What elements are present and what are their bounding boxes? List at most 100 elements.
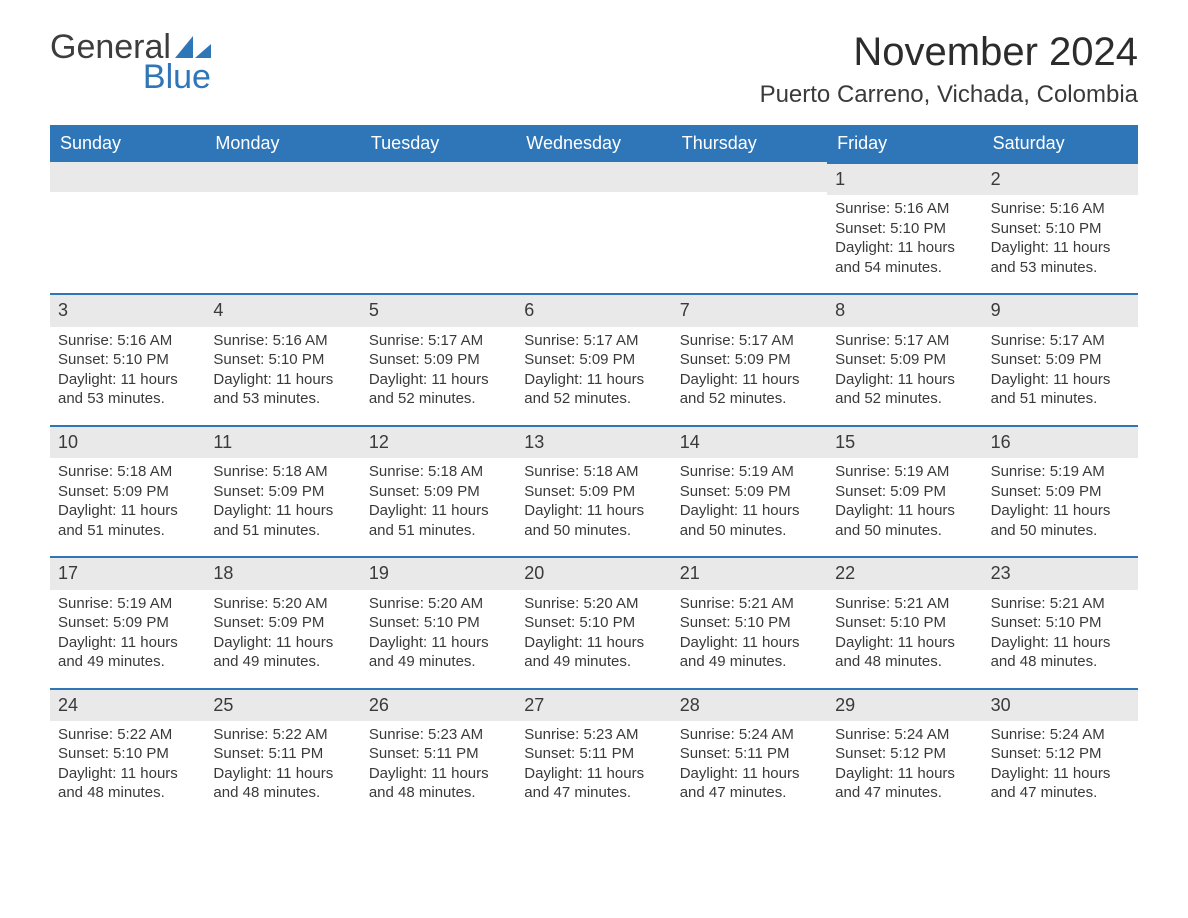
- sunrise-text: Sunrise: 5:16 AM: [835, 199, 974, 219]
- daylight-text: Daylight: 11 hours and 50 minutes.: [524, 501, 663, 540]
- day-body: Sunrise: 5:20 AMSunset: 5:09 PMDaylight:…: [205, 590, 360, 688]
- logo-sail-icon: [175, 36, 211, 58]
- daylight-text: Daylight: 11 hours and 49 minutes.: [369, 633, 508, 672]
- day-number: 29: [827, 688, 982, 721]
- day-cell: 3Sunrise: 5:16 AMSunset: 5:10 PMDaylight…: [50, 293, 205, 424]
- day-body: Sunrise: 5:18 AMSunset: 5:09 PMDaylight:…: [205, 458, 360, 556]
- day-number: 10: [50, 425, 205, 458]
- daylight-text: Daylight: 11 hours and 50 minutes.: [680, 501, 819, 540]
- day-body: Sunrise: 5:22 AMSunset: 5:10 PMDaylight:…: [50, 721, 205, 819]
- day-cell: 27Sunrise: 5:23 AMSunset: 5:11 PMDayligh…: [516, 688, 671, 819]
- calendar-grid: SundayMondayTuesdayWednesdayThursdayFrid…: [50, 125, 1138, 819]
- daylight-text: Daylight: 11 hours and 49 minutes.: [213, 633, 352, 672]
- day-number: 16: [983, 425, 1138, 458]
- sunset-text: Sunset: 5:09 PM: [213, 482, 352, 502]
- empty-cell: [205, 162, 360, 293]
- day-number: 5: [361, 293, 516, 326]
- sunrise-text: Sunrise: 5:24 AM: [835, 725, 974, 745]
- sunset-text: Sunset: 5:10 PM: [58, 744, 197, 764]
- sunrise-text: Sunrise: 5:19 AM: [680, 462, 819, 482]
- day-body: Sunrise: 5:19 AMSunset: 5:09 PMDaylight:…: [983, 458, 1138, 556]
- daylight-text: Daylight: 11 hours and 49 minutes.: [680, 633, 819, 672]
- day-cell: 4Sunrise: 5:16 AMSunset: 5:10 PMDaylight…: [205, 293, 360, 424]
- day-cell: 26Sunrise: 5:23 AMSunset: 5:11 PMDayligh…: [361, 688, 516, 819]
- day-body: Sunrise: 5:17 AMSunset: 5:09 PMDaylight:…: [983, 327, 1138, 425]
- title-block: November 2024 Puerto Carreno, Vichada, C…: [760, 30, 1138, 119]
- day-number: 27: [516, 688, 671, 721]
- empty-cell: [361, 162, 516, 293]
- day-body: Sunrise: 5:21 AMSunset: 5:10 PMDaylight:…: [983, 590, 1138, 688]
- sunrise-text: Sunrise: 5:19 AM: [991, 462, 1130, 482]
- location-text: Puerto Carreno, Vichada, Colombia: [760, 81, 1138, 109]
- day-of-week-header: Monday: [205, 125, 360, 162]
- sunrise-text: Sunrise: 5:20 AM: [369, 594, 508, 614]
- day-body: Sunrise: 5:17 AMSunset: 5:09 PMDaylight:…: [361, 327, 516, 425]
- empty-daynum-row: [516, 162, 671, 192]
- day-cell: 22Sunrise: 5:21 AMSunset: 5:10 PMDayligh…: [827, 556, 982, 687]
- day-of-week-header: Thursday: [672, 125, 827, 162]
- day-number: 11: [205, 425, 360, 458]
- daylight-text: Daylight: 11 hours and 51 minutes.: [369, 501, 508, 540]
- day-number: 6: [516, 293, 671, 326]
- sunset-text: Sunset: 5:10 PM: [680, 613, 819, 633]
- daylight-text: Daylight: 11 hours and 53 minutes.: [58, 370, 197, 409]
- sunrise-text: Sunrise: 5:16 AM: [58, 331, 197, 351]
- day-body: Sunrise: 5:21 AMSunset: 5:10 PMDaylight:…: [827, 590, 982, 688]
- sunrise-text: Sunrise: 5:22 AM: [213, 725, 352, 745]
- sunrise-text: Sunrise: 5:17 AM: [369, 331, 508, 351]
- sunset-text: Sunset: 5:09 PM: [524, 350, 663, 370]
- sunrise-text: Sunrise: 5:18 AM: [524, 462, 663, 482]
- empty-cell: [672, 162, 827, 293]
- sunset-text: Sunset: 5:12 PM: [835, 744, 974, 764]
- sunrise-text: Sunrise: 5:21 AM: [680, 594, 819, 614]
- day-of-week-header: Tuesday: [361, 125, 516, 162]
- day-body: Sunrise: 5:18 AMSunset: 5:09 PMDaylight:…: [516, 458, 671, 556]
- sunrise-text: Sunrise: 5:16 AM: [213, 331, 352, 351]
- day-body: Sunrise: 5:17 AMSunset: 5:09 PMDaylight:…: [827, 327, 982, 425]
- day-body: Sunrise: 5:18 AMSunset: 5:09 PMDaylight:…: [361, 458, 516, 556]
- day-body: Sunrise: 5:23 AMSunset: 5:11 PMDaylight:…: [516, 721, 671, 819]
- day-body: Sunrise: 5:20 AMSunset: 5:10 PMDaylight:…: [516, 590, 671, 688]
- day-body: Sunrise: 5:24 AMSunset: 5:12 PMDaylight:…: [827, 721, 982, 819]
- daylight-text: Daylight: 11 hours and 52 minutes.: [680, 370, 819, 409]
- sunrise-text: Sunrise: 5:20 AM: [213, 594, 352, 614]
- day-number: 17: [50, 556, 205, 589]
- daylight-text: Daylight: 11 hours and 53 minutes.: [213, 370, 352, 409]
- day-body: Sunrise: 5:18 AMSunset: 5:09 PMDaylight:…: [50, 458, 205, 556]
- day-cell: 28Sunrise: 5:24 AMSunset: 5:11 PMDayligh…: [672, 688, 827, 819]
- sunset-text: Sunset: 5:09 PM: [369, 482, 508, 502]
- day-cell: 13Sunrise: 5:18 AMSunset: 5:09 PMDayligh…: [516, 425, 671, 556]
- sunrise-text: Sunrise: 5:18 AM: [58, 462, 197, 482]
- day-number: 15: [827, 425, 982, 458]
- sunrise-text: Sunrise: 5:21 AM: [991, 594, 1130, 614]
- daylight-text: Daylight: 11 hours and 48 minutes.: [369, 764, 508, 803]
- day-cell: 21Sunrise: 5:21 AMSunset: 5:10 PMDayligh…: [672, 556, 827, 687]
- sunrise-text: Sunrise: 5:23 AM: [524, 725, 663, 745]
- day-of-week-header: Friday: [827, 125, 982, 162]
- day-number: 12: [361, 425, 516, 458]
- sunset-text: Sunset: 5:10 PM: [58, 350, 197, 370]
- logo: General Blue: [50, 30, 211, 94]
- daylight-text: Daylight: 11 hours and 52 minutes.: [524, 370, 663, 409]
- day-cell: 19Sunrise: 5:20 AMSunset: 5:10 PMDayligh…: [361, 556, 516, 687]
- day-body: Sunrise: 5:17 AMSunset: 5:09 PMDaylight:…: [516, 327, 671, 425]
- day-body: Sunrise: 5:16 AMSunset: 5:10 PMDaylight:…: [50, 327, 205, 425]
- sunset-text: Sunset: 5:10 PM: [213, 350, 352, 370]
- empty-cell: [50, 162, 205, 293]
- day-body: Sunrise: 5:24 AMSunset: 5:11 PMDaylight:…: [672, 721, 827, 819]
- sunset-text: Sunset: 5:09 PM: [369, 350, 508, 370]
- sunrise-text: Sunrise: 5:19 AM: [835, 462, 974, 482]
- daylight-text: Daylight: 11 hours and 53 minutes.: [991, 238, 1130, 277]
- day-cell: 5Sunrise: 5:17 AMSunset: 5:09 PMDaylight…: [361, 293, 516, 424]
- sunset-text: Sunset: 5:10 PM: [991, 613, 1130, 633]
- sunset-text: Sunset: 5:10 PM: [835, 613, 974, 633]
- sunset-text: Sunset: 5:10 PM: [524, 613, 663, 633]
- day-of-week-header: Sunday: [50, 125, 205, 162]
- day-number: 25: [205, 688, 360, 721]
- daylight-text: Daylight: 11 hours and 50 minutes.: [835, 501, 974, 540]
- day-cell: 18Sunrise: 5:20 AMSunset: 5:09 PMDayligh…: [205, 556, 360, 687]
- day-cell: 20Sunrise: 5:20 AMSunset: 5:10 PMDayligh…: [516, 556, 671, 687]
- sunrise-text: Sunrise: 5:18 AM: [213, 462, 352, 482]
- daylight-text: Daylight: 11 hours and 48 minutes.: [58, 764, 197, 803]
- sunrise-text: Sunrise: 5:16 AM: [991, 199, 1130, 219]
